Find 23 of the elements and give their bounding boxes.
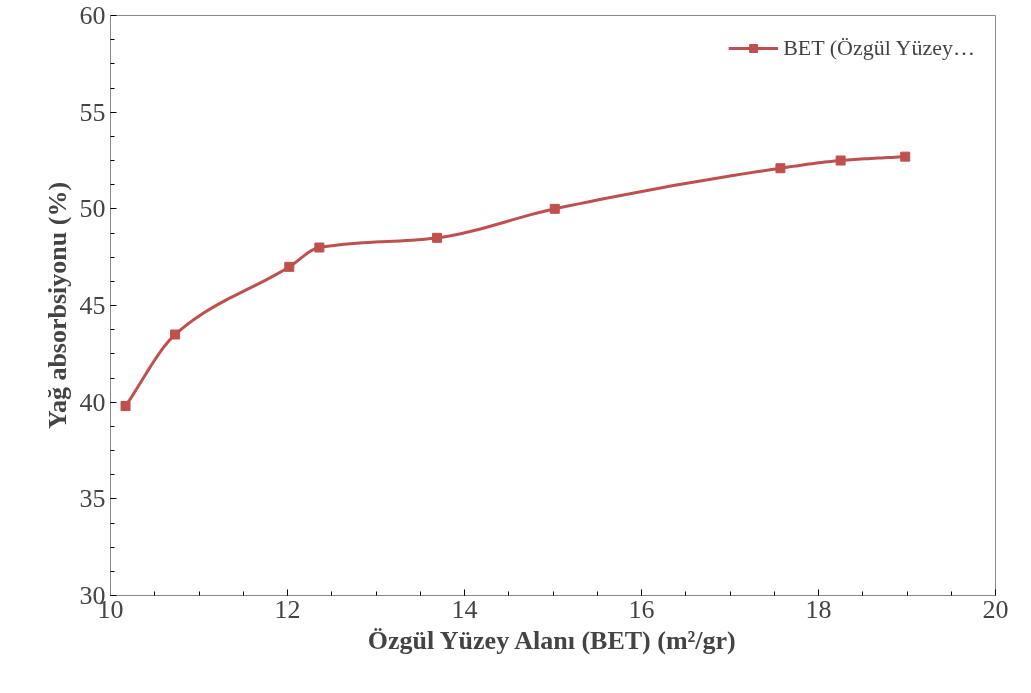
point [432, 232, 443, 243]
x-tick-label: 18 [805, 594, 832, 624]
point [120, 401, 131, 412]
point [775, 163, 786, 174]
y-tick-label: 60 [79, 1, 106, 30]
y-tick-label: 50 [79, 194, 106, 224]
x-tick-label: 16 [628, 594, 655, 624]
legend-label: BET (Özgül Yüzey… [783, 35, 975, 61]
point [835, 155, 846, 166]
point [170, 329, 181, 340]
x-tick-label: 12 [274, 594, 301, 624]
y-tick-label: 35 [79, 484, 106, 514]
point [284, 261, 295, 272]
point [549, 203, 560, 214]
y-tick-label: 55 [79, 97, 106, 127]
x-axis-title: Özgül Yüzey Alanı (BET) (m²/gr) [367, 625, 736, 655]
y-axis-title: Yağ absorbsiyonu (%) [42, 181, 72, 430]
x-tick-label: 14 [451, 594, 478, 624]
y-tick-label: 40 [79, 387, 106, 417]
y-tick-label: 45 [79, 291, 106, 320]
x-tick-label: 20 [982, 594, 1009, 624]
point [900, 151, 911, 162]
point [314, 242, 325, 253]
